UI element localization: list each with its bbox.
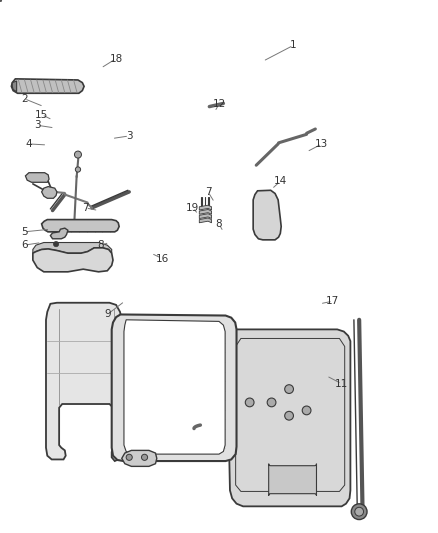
Polygon shape (227, 329, 350, 506)
Text: 12: 12 (212, 99, 226, 109)
Polygon shape (11, 79, 84, 93)
Circle shape (355, 507, 364, 516)
Circle shape (126, 454, 132, 461)
Text: 13: 13 (315, 139, 328, 149)
Polygon shape (199, 205, 212, 210)
Text: 3: 3 (126, 131, 133, 141)
Polygon shape (42, 187, 57, 198)
Text: 7: 7 (82, 203, 89, 213)
Polygon shape (124, 320, 225, 454)
Text: 14: 14 (274, 176, 287, 186)
Polygon shape (25, 173, 49, 182)
Polygon shape (42, 220, 119, 232)
Text: 10: 10 (188, 334, 201, 343)
Circle shape (53, 241, 59, 247)
Circle shape (285, 385, 293, 393)
Polygon shape (199, 218, 212, 223)
Circle shape (351, 504, 367, 520)
Text: 3: 3 (34, 120, 41, 130)
Circle shape (267, 398, 276, 407)
Circle shape (245, 398, 254, 407)
Polygon shape (112, 314, 237, 461)
Circle shape (285, 411, 293, 420)
Text: 16: 16 (155, 254, 169, 263)
Text: 15: 15 (35, 110, 48, 119)
Text: 11: 11 (335, 379, 348, 389)
Polygon shape (12, 81, 17, 92)
Text: 4: 4 (25, 139, 32, 149)
Polygon shape (50, 228, 68, 239)
Text: 5: 5 (21, 227, 28, 237)
Polygon shape (199, 209, 212, 214)
Text: 8: 8 (215, 219, 223, 229)
Text: 19: 19 (186, 203, 199, 213)
Polygon shape (33, 243, 112, 253)
Polygon shape (122, 450, 157, 466)
Circle shape (141, 454, 148, 461)
Text: 18: 18 (110, 54, 123, 63)
Circle shape (74, 151, 81, 158)
Text: 8: 8 (97, 240, 104, 250)
Text: 9: 9 (104, 310, 111, 319)
FancyBboxPatch shape (268, 464, 317, 496)
Polygon shape (33, 248, 113, 272)
Polygon shape (253, 190, 281, 240)
Text: 6: 6 (21, 240, 28, 250)
Circle shape (75, 167, 81, 172)
Text: 17: 17 (326, 296, 339, 306)
Polygon shape (46, 303, 122, 461)
Text: 1: 1 (290, 41, 297, 50)
Circle shape (302, 406, 311, 415)
Text: 2: 2 (21, 94, 28, 103)
Text: 7: 7 (205, 187, 212, 197)
Polygon shape (199, 214, 212, 219)
